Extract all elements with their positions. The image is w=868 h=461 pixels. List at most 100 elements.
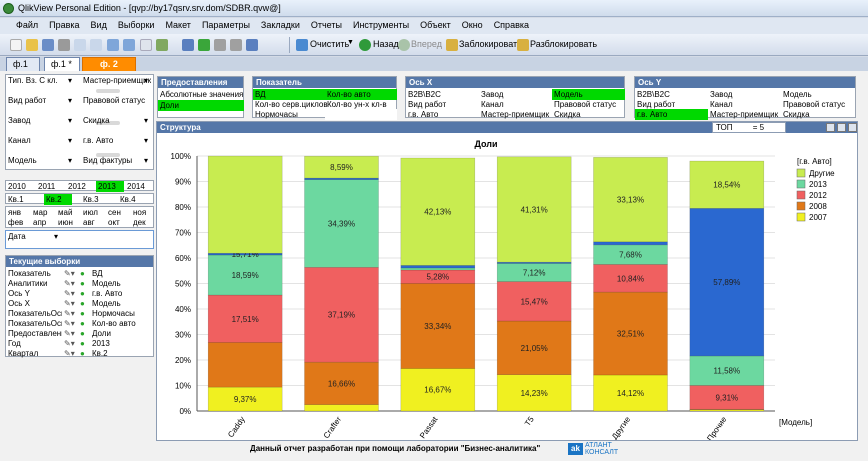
edit-icon[interactable]: ✎▾ xyxy=(64,269,75,278)
list-item-selected[interactable]: Кол-во авто xyxy=(325,89,397,100)
scroll-pill[interactable] xyxy=(95,153,120,157)
open-icon[interactable] xyxy=(26,39,38,51)
filter-gv-avto[interactable]: г.в. Авто xyxy=(83,136,114,145)
chevron-down-icon[interactable]: ▾ xyxy=(144,136,149,145)
chevron-down-icon[interactable]: ▾ xyxy=(68,156,73,165)
month-item[interactable]: дек xyxy=(133,218,146,227)
print-icon[interactable] xyxy=(58,39,70,51)
filter-zavod[interactable]: Завод xyxy=(8,116,31,125)
menu-reports[interactable]: Отчеты xyxy=(310,20,342,30)
clear-button[interactable]: Очистить xyxy=(310,39,350,49)
edit-icon[interactable]: ✎▾ xyxy=(64,319,75,328)
edit-icon[interactable]: ✎▾ xyxy=(64,329,75,338)
menu-help[interactable]: Справка xyxy=(493,20,529,30)
list-item[interactable]: Скидка xyxy=(554,110,581,119)
chevron-down-icon[interactable]: ▾ xyxy=(54,232,59,241)
list-item[interactable]: Завод xyxy=(481,90,504,99)
filter-tip-vz[interactable]: Тип. Вз. С кл. xyxy=(8,76,58,85)
list-item[interactable]: Правовой статус xyxy=(554,100,617,109)
xl-icon[interactable] xyxy=(826,123,835,132)
month-item[interactable]: окт xyxy=(108,218,120,227)
redo-icon[interactable] xyxy=(123,39,135,51)
list-item[interactable] xyxy=(325,109,397,120)
tab-sheet-1[interactable]: ф.1 xyxy=(6,57,40,71)
clear-icon[interactable] xyxy=(296,39,308,51)
quarter-item[interactable]: Кв.3 xyxy=(83,195,99,204)
list-item[interactable]: Кол-во ун-х кл-в xyxy=(327,100,387,109)
month-item[interactable]: фев xyxy=(8,218,24,227)
menu-file[interactable]: Файл xyxy=(16,20,39,30)
maximize-icon[interactable] xyxy=(848,123,857,132)
chevron-down-icon[interactable]: ▼ xyxy=(347,39,354,46)
list-item[interactable]: Вид работ xyxy=(637,100,676,109)
filter-model[interactable]: Модель xyxy=(8,156,37,165)
list-item-selected[interactable]: г.в. Авто xyxy=(635,109,708,120)
list-item[interactable]: Кол-во серв.циклов xyxy=(255,100,328,109)
month-item[interactable]: янв xyxy=(8,208,21,217)
save-icon[interactable] xyxy=(42,39,54,51)
list-item[interactable]: Вид работ xyxy=(408,100,447,109)
chevron-down-icon[interactable]: ▾ xyxy=(68,76,73,85)
table-icon[interactable] xyxy=(214,39,226,51)
month-item[interactable]: май xyxy=(58,208,73,217)
quarter-item[interactable]: Кв.1 xyxy=(8,195,24,204)
menu-object[interactable]: Объект xyxy=(420,20,451,30)
edit-icon[interactable]: ✎▾ xyxy=(64,299,75,308)
list-item[interactable]: Мастер-приемщик xyxy=(481,110,550,119)
lock-icon[interactable] xyxy=(446,39,458,51)
chevron-down-icon[interactable]: ▾ xyxy=(68,96,73,105)
list-item[interactable]: Модель xyxy=(783,90,812,99)
chart-icon[interactable] xyxy=(246,39,258,51)
quarter-item-selected[interactable]: Кв.2 xyxy=(44,194,72,205)
list-item[interactable]: Абсолютные значения xyxy=(160,90,244,99)
undo-icon[interactable] xyxy=(107,39,119,51)
filter-skidka[interactable]: Скидка xyxy=(83,116,110,125)
menu-selections[interactable]: Выборки xyxy=(117,20,155,30)
back-icon[interactable] xyxy=(359,39,371,51)
year-item-selected[interactable]: 2013 xyxy=(96,181,124,192)
year-item[interactable]: 2010 xyxy=(8,182,26,191)
month-item[interactable]: ноя xyxy=(133,208,147,217)
chevron-down-icon[interactable]: ▾ xyxy=(68,116,73,125)
filter-vid-faktury[interactable]: Вид фактуры xyxy=(83,156,133,165)
filter-master[interactable]: Мастер-приемщик xyxy=(83,76,152,85)
year-item[interactable]: 2012 xyxy=(68,182,86,191)
list-item[interactable]: B2B\B2C xyxy=(637,90,670,99)
list-item[interactable]: Скидка xyxy=(783,110,810,119)
menu-layout[interactable]: Макет xyxy=(165,20,191,30)
minimize-icon[interactable] xyxy=(837,123,846,132)
list-item[interactable]: г.в. Авто xyxy=(408,110,439,119)
month-item[interactable]: мар xyxy=(33,208,48,217)
month-item[interactable]: авг xyxy=(83,218,95,227)
forward-icon[interactable] xyxy=(398,39,410,51)
list-item-selected[interactable]: ВД xyxy=(253,89,325,100)
copy-icon[interactable] xyxy=(74,39,86,51)
edit-icon[interactable]: ✎▾ xyxy=(64,279,75,288)
year-item[interactable]: 2011 xyxy=(38,182,56,191)
paste-icon[interactable] xyxy=(90,39,102,51)
back-button[interactable]: Назад xyxy=(373,39,399,49)
tab-sheet-2[interactable]: ф. 2 xyxy=(82,57,136,71)
edit-icon[interactable]: ✎▾ xyxy=(64,349,75,358)
list-item-selected[interactable]: Модель xyxy=(552,89,625,100)
list-item[interactable]: Канал xyxy=(481,100,504,109)
edit-icon[interactable]: ✎▾ xyxy=(64,289,75,298)
top-n-input[interactable]: ТОП = 5 xyxy=(712,122,786,133)
unlock-button[interactable]: Разблокировать xyxy=(530,39,598,49)
reload-icon[interactable] xyxy=(156,39,168,51)
menu-bookmarks[interactable]: Закладки xyxy=(260,20,300,30)
menu-settings[interactable]: Параметры xyxy=(201,20,250,30)
lock-button[interactable]: Заблокировать xyxy=(459,39,522,49)
chevron-down-icon[interactable]: ▾ xyxy=(144,116,149,125)
scroll-pill[interactable] xyxy=(95,121,120,125)
list-item[interactable]: Мастер-приемщик xyxy=(710,110,779,119)
bookmark-icon[interactable] xyxy=(198,39,210,51)
menu-edit[interactable]: Правка xyxy=(49,20,80,30)
menu-view[interactable]: Вид xyxy=(90,20,107,30)
scroll-pill[interactable] xyxy=(95,89,120,93)
new-icon[interactable] xyxy=(10,39,22,51)
chevron-down-icon[interactable]: ▾ xyxy=(144,156,149,165)
edit-icon[interactable]: ✎▾ xyxy=(64,339,75,348)
month-item[interactable]: апр xyxy=(33,218,47,227)
month-item[interactable]: июн xyxy=(58,218,73,227)
